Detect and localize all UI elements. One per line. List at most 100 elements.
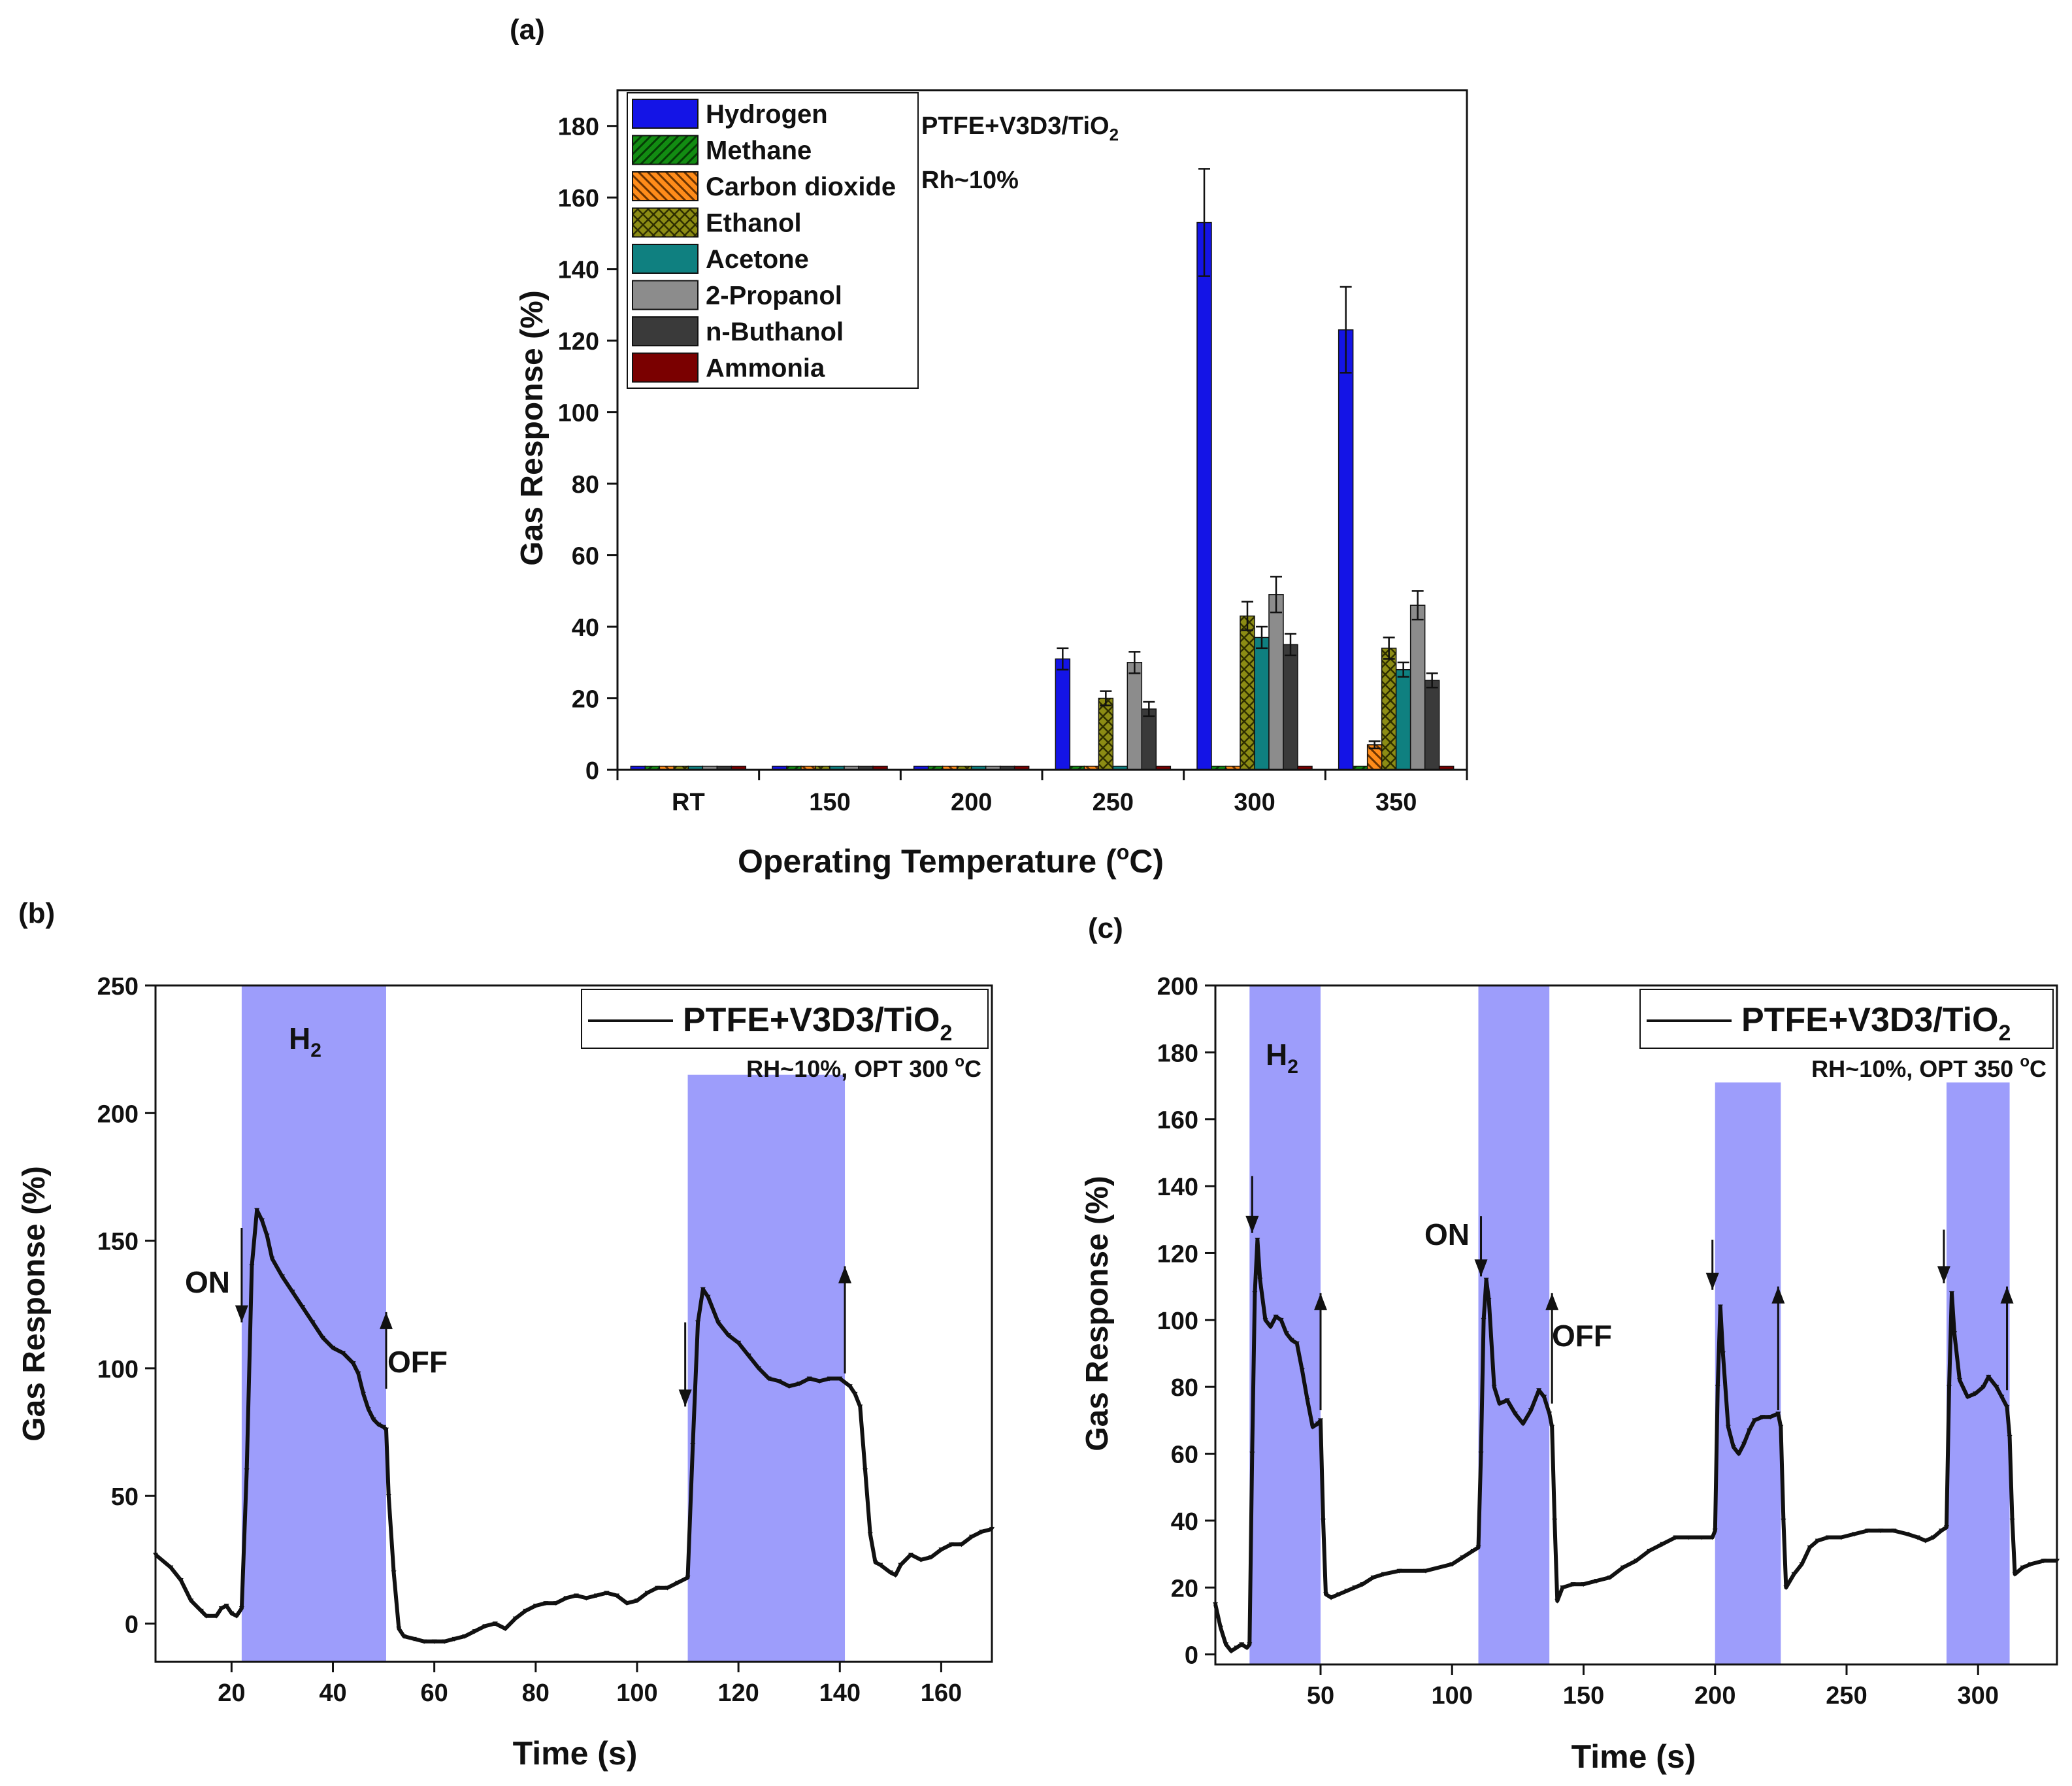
data-point <box>1717 1304 1723 1310</box>
y-tick-label: 0 <box>585 757 599 785</box>
panel-c-off-label: OFF <box>1552 1319 1612 1353</box>
data-point <box>1760 1415 1766 1420</box>
data-point <box>863 1468 868 1474</box>
data-point <box>376 1422 382 1427</box>
gas-on-arrow <box>1474 1259 1488 1277</box>
data-point <box>1647 1548 1653 1553</box>
y-tick-label: 40 <box>572 614 599 642</box>
bar-2-propanol-250 <box>1126 662 1143 770</box>
panel-a-bars <box>630 168 1455 770</box>
data-point <box>1594 1579 1600 1584</box>
data-point <box>203 1613 209 1619</box>
y-tick-label: 160 <box>1157 1107 1198 1134</box>
data-point <box>1878 1529 1884 1534</box>
data-point <box>1943 1525 1949 1530</box>
data-point <box>1981 1385 1986 1390</box>
panel-c-on-label: ON <box>1424 1217 1470 1251</box>
x-tick-label: 80 <box>522 1679 550 1707</box>
x-tick-label: 100 <box>616 1679 657 1707</box>
panel-b-on-label: ON <box>185 1265 230 1299</box>
gas-off-arrow <box>2000 1286 2014 1304</box>
panel-b-x-axis-title: Time (s) <box>513 1735 638 1772</box>
panel-a-rh-annotation: Rh~10% <box>921 167 1019 194</box>
data-point <box>715 1320 721 1325</box>
data-point <box>1673 1535 1679 1540</box>
legend-entry: PTFE+V3D3/TiO2 <box>1741 1001 2011 1046</box>
data-point <box>1336 1592 1342 1597</box>
error-bar <box>1285 633 1296 657</box>
bar-n-buthanol-300 <box>1283 644 1298 770</box>
panel-a-legend: Hydrogen Methane Carbon dioxide Ethanol Acet… <box>627 92 919 389</box>
data-point <box>1938 1529 1944 1534</box>
data-point <box>1483 1278 1489 1283</box>
legend-swatch <box>632 244 699 274</box>
data-point <box>1475 1545 1481 1550</box>
data-point <box>523 1608 529 1613</box>
x-tick-label: 40 <box>319 1679 346 1707</box>
data-point <box>928 1555 934 1560</box>
data-point <box>908 1552 913 1557</box>
data-point <box>1915 1535 1920 1540</box>
legend-entry: Methane <box>706 137 812 165</box>
data-point <box>452 1636 457 1642</box>
data-point <box>320 1335 325 1340</box>
x-tick-label: 300 <box>1234 789 1275 816</box>
data-point <box>1352 1585 1358 1591</box>
y-tick-label: 180 <box>558 114 599 141</box>
panel-b-arrows <box>235 1228 852 1407</box>
h2-exposure-region <box>687 1074 846 1662</box>
data-point <box>675 1580 681 1585</box>
bar-hydrogen-350 <box>1338 329 1354 770</box>
x-tick-label: RT <box>672 789 705 816</box>
error-bar <box>1242 601 1253 631</box>
data-point <box>264 1233 270 1238</box>
data-point <box>1304 1398 1310 1403</box>
data-point <box>938 1547 944 1553</box>
data-point <box>1838 1535 1844 1540</box>
data-point <box>238 1606 244 1611</box>
x-tick-label: 20 <box>218 1679 245 1707</box>
y-tick-label: 60 <box>572 543 599 571</box>
gas-on-arrow <box>1705 1272 1719 1290</box>
legend-entry: Acetone <box>706 245 809 274</box>
panel-b-h2-label: H2 <box>289 1021 321 1061</box>
error-bar <box>1411 590 1424 621</box>
data-point <box>1262 1317 1268 1323</box>
data-point <box>234 1613 240 1619</box>
data-point <box>543 1601 549 1606</box>
data-point <box>817 1379 823 1384</box>
y-tick-label: 50 <box>111 1483 139 1511</box>
data-point <box>254 1208 260 1213</box>
data-point <box>1491 1385 1497 1390</box>
data-point <box>1323 1592 1329 1597</box>
data-point <box>705 1295 711 1300</box>
gas-off-arrow <box>838 1266 852 1283</box>
data-point <box>968 1534 974 1540</box>
data-point <box>827 1376 832 1381</box>
data-point <box>1781 1518 1786 1523</box>
bar-hydrogen-300 <box>1196 222 1212 770</box>
data-point <box>1218 1625 1224 1630</box>
data-point <box>1449 1562 1455 1567</box>
panel-a-material-annotation: PTFE+V3D3/TiO2 <box>921 112 1119 144</box>
data-point <box>766 1376 772 1381</box>
data-point <box>1344 1589 1350 1594</box>
data-point <box>279 1274 285 1280</box>
data-point <box>1946 1385 1952 1390</box>
data-point <box>1825 1535 1831 1540</box>
panel-a-label: (a) <box>510 14 545 46</box>
gas-on-arrow <box>1245 1215 1259 1233</box>
y-tick-label: 0 <box>125 1611 139 1638</box>
data-point <box>1244 1645 1250 1651</box>
legend-box <box>1639 989 2054 1049</box>
y-tick-label: 100 <box>97 1356 139 1383</box>
panel-b-label: (b) <box>18 897 55 929</box>
data-point <box>695 1320 701 1325</box>
data-point <box>1255 1237 1260 1242</box>
y-tick-label: 140 <box>558 257 599 284</box>
data-point <box>806 1376 812 1381</box>
data-point <box>1283 1331 1289 1336</box>
y-tick-label: 200 <box>1157 973 1198 1000</box>
data-point <box>2007 1434 2013 1440</box>
y-tick-label: 80 <box>572 471 599 499</box>
